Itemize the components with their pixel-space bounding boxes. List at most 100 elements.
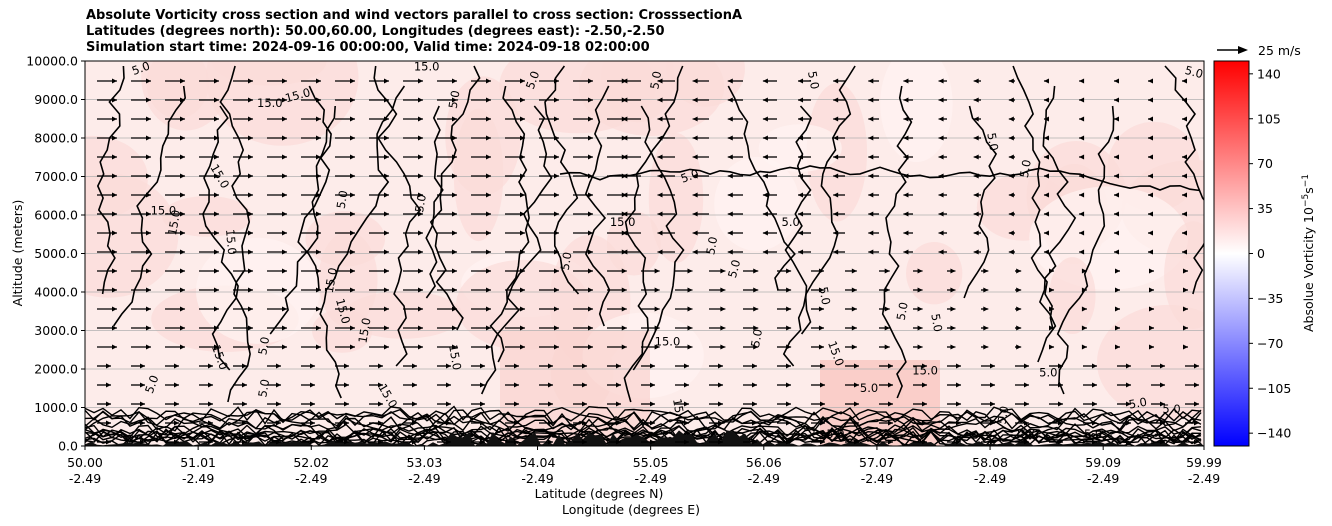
wind-vector-head (112, 344, 117, 350)
x-tick-label-lat: 56.06 (746, 455, 782, 470)
wind-vector-head (452, 154, 457, 160)
contour-line (269, 105, 336, 335)
wind-vector-head (112, 173, 117, 179)
wind-vector-head (956, 382, 961, 388)
wind-vector-head (452, 287, 457, 293)
colorbar-tick-label: −105 (1257, 381, 1291, 396)
contour-label: 5.0 (130, 59, 152, 78)
field-patch (1049, 257, 1096, 335)
wind-vector-head (762, 116, 768, 122)
wind-vector-head (1114, 135, 1119, 141)
wind-vector-head (657, 154, 663, 160)
wind-vector-head (1160, 439, 1165, 445)
wind-vector-head (1049, 325, 1055, 331)
wind-vector-head (786, 439, 791, 445)
colorbar-tick-label: 70 (1257, 156, 1273, 171)
wind-vector-head (818, 306, 824, 312)
wind-vector-head (520, 97, 525, 103)
wind-vector-head (180, 249, 185, 255)
wind-vector-head (1148, 116, 1153, 122)
contour-line (1037, 85, 1077, 363)
contour-label: 5.0 (860, 381, 878, 395)
field-patch (445, 76, 521, 196)
wind-vector-head (1049, 268, 1055, 274)
wind-vector-head (452, 306, 457, 312)
wind-vector-head (112, 287, 117, 293)
wind-vector-head (1148, 154, 1153, 160)
field-patch (880, 61, 953, 163)
wind-vector-head (548, 363, 553, 369)
wind-vector-head (1058, 420, 1063, 426)
quiver-key: 25 m/s (1217, 43, 1301, 58)
wind-vector-head (1024, 382, 1029, 388)
wind-vector-head (1183, 268, 1188, 274)
wind-vector-head (310, 401, 315, 407)
wind-vector-head (1058, 401, 1063, 407)
field-patch (499, 61, 656, 134)
wind-vector-head (514, 363, 519, 369)
wind-vector-head (106, 401, 111, 407)
wind-vector-head (554, 306, 559, 312)
wind-vector-head (950, 268, 956, 274)
wind-vector-head (833, 192, 839, 198)
wind-vector-head (248, 154, 253, 160)
wind-vector-head (654, 306, 660, 312)
wind-vector-head (1148, 135, 1153, 141)
wind-vector-head (1024, 439, 1029, 445)
wind-vector-head (1148, 211, 1153, 217)
wind-vector-head (316, 249, 321, 255)
wind-vector-head (214, 116, 219, 122)
wind-vector-head (588, 230, 593, 236)
wind-vector-head (316, 306, 321, 312)
wind-vector-head (452, 78, 457, 84)
wind-vector-head (1079, 230, 1085, 236)
wind-vector-head (820, 401, 825, 407)
wind-vector-head (990, 382, 995, 388)
contour-label: 5.0 (647, 70, 664, 90)
wind-vector-head (1016, 344, 1022, 350)
wind-vector-head (973, 211, 979, 217)
wind-vector-head (692, 173, 698, 179)
wind-vector-head (798, 97, 804, 103)
contour-line (85, 415, 1202, 431)
wind-vector-head (1043, 135, 1049, 141)
wind-vector-head (1092, 363, 1097, 369)
wind-vector-head (588, 173, 593, 179)
wind-vector-head (418, 116, 423, 122)
wind-vector-head (854, 420, 859, 426)
wind-vector-head (174, 439, 179, 445)
x-tick-label-lat: 53.03 (406, 455, 442, 470)
x-axis-label-lon: Longitude (degrees E) (562, 502, 700, 517)
wind-vector-head (446, 439, 451, 445)
wind-vector-head (654, 287, 660, 293)
wind-vector-head (412, 401, 417, 407)
wind-vector-head (692, 249, 698, 255)
wind-vector-head (1149, 268, 1154, 274)
wind-vector-head (1008, 230, 1014, 236)
wind-vector-head (727, 211, 733, 217)
wind-vector-head (868, 135, 874, 141)
wind-vector-head (1182, 78, 1187, 84)
wind-vector-head (520, 230, 525, 236)
contour-label: 5.0 (748, 328, 765, 348)
wind-vector-head (833, 249, 839, 255)
wind-vector-head (922, 439, 927, 445)
wind-vector-head (554, 116, 559, 122)
wind-vector-head (1182, 154, 1187, 160)
wind-vector-head (973, 135, 979, 141)
wind-vector-head (112, 97, 117, 103)
wind-vector-head (762, 211, 768, 217)
wind-vector-head (938, 211, 944, 217)
contour-label: 15.0 (655, 335, 681, 349)
contour-line (727, 85, 796, 291)
wind-vector-head (753, 325, 759, 331)
wind-vector-head (657, 249, 663, 255)
wind-vector-head (1182, 192, 1187, 198)
wind-vector-head (106, 363, 111, 369)
wind-vector-head (350, 211, 355, 217)
wind-vector-head (554, 230, 559, 236)
contour-line (85, 429, 1202, 445)
wind-vector-head (1182, 211, 1187, 217)
wind-vector-head (520, 325, 525, 331)
wind-vector-head (214, 173, 219, 179)
